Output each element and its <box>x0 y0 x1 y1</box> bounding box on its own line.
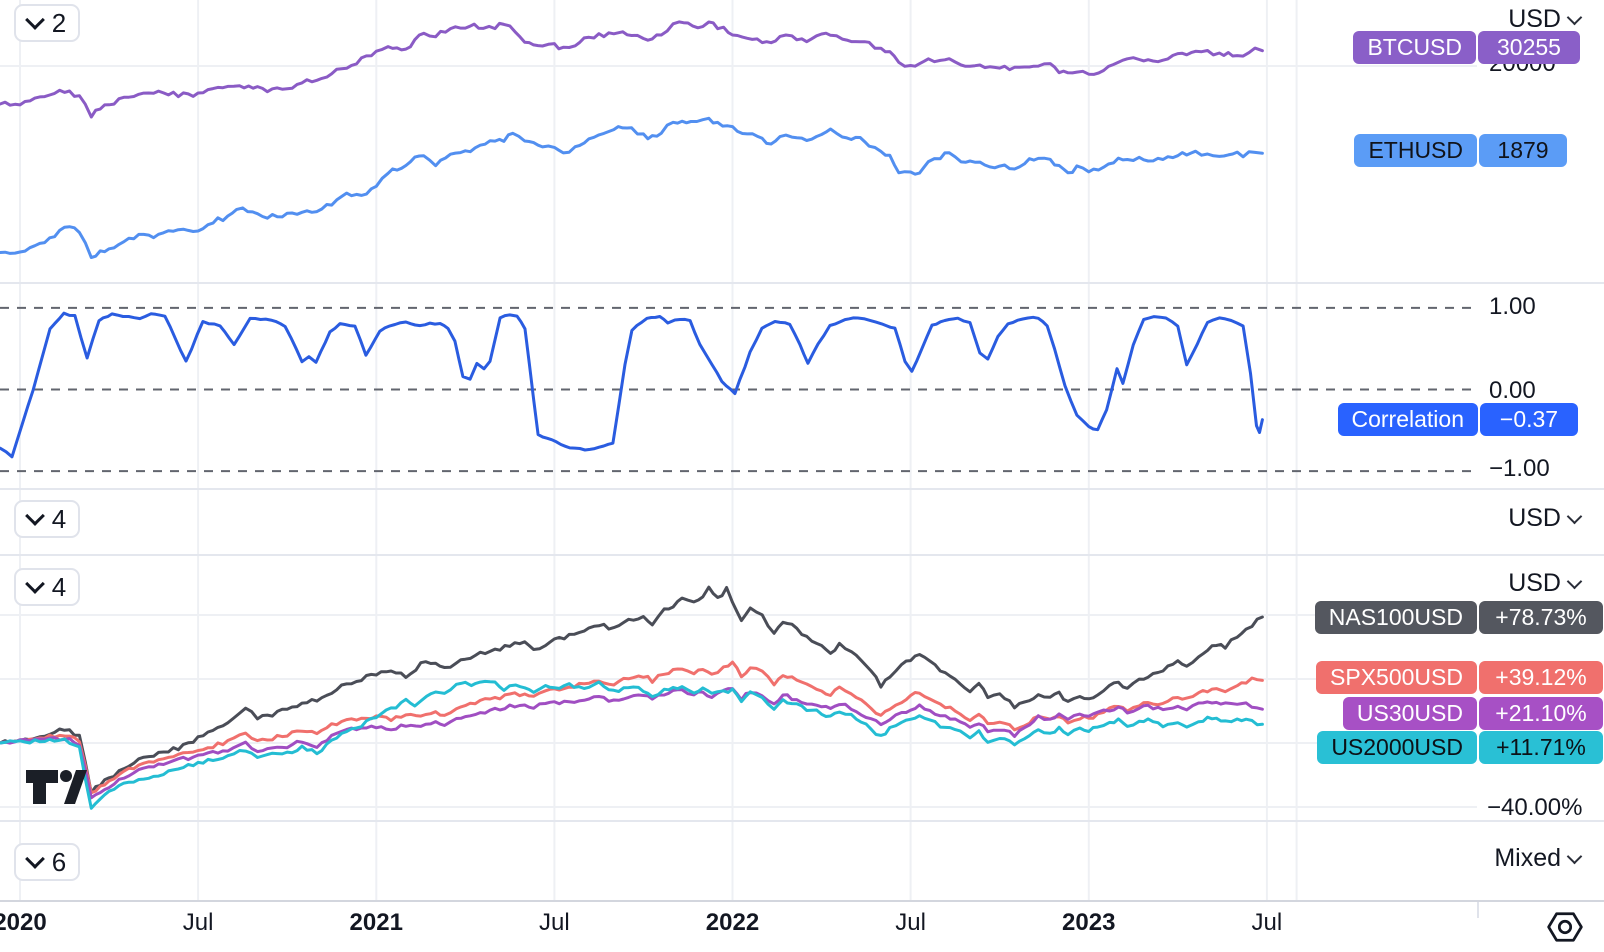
pane-separator[interactable] <box>0 488 1604 490</box>
indices-chart[interactable] <box>0 556 1477 820</box>
pane-collapse-count: 4 <box>51 571 67 602</box>
chevron-down-icon <box>24 849 45 869</box>
pane-collapsed-b: 6 Mixed <box>0 822 1604 900</box>
currency-dropdown-crypto[interactable]: USD <box>1508 5 1583 34</box>
pane-collapse-count: 2 <box>51 7 67 38</box>
symbol-badge-us30usd[interactable]: US30USD +21.10% <box>1342 697 1603 730</box>
collapsed-pane-grid <box>19 822 1298 900</box>
symbol-badge-spx500usd[interactable]: SPX500USD +39.12% <box>1316 661 1603 694</box>
pane-collapse-button-b[interactable]: 6 <box>14 843 80 881</box>
symbol-badge-ethusd[interactable]: ETHUSD 1879 <box>1354 134 1567 167</box>
crypto-price-chart[interactable] <box>0 0 1477 282</box>
symbol-badge-btcusd[interactable]: BTCUSD 30255 <box>1353 31 1580 64</box>
pane-correlation: 1.00 0.00 −1.00 Correlation −0.37 <box>0 284 1604 488</box>
symbol-badge-value: +21.10% <box>1479 697 1603 730</box>
indicator-badge-name[interactable]: Correlation <box>1337 403 1478 436</box>
time-tick-label: 2022 <box>705 909 760 936</box>
chevron-down-icon <box>1566 508 1583 524</box>
currency-dropdown-label: Mixed <box>1494 844 1561 872</box>
symbol-badge-us2000usd[interactable]: US2000USD +11.71% <box>1317 731 1603 764</box>
pane-crypto: 20000 2 USD BTCUSD 30255 ETHUSD 1879 <box>0 0 1604 282</box>
chevron-down-icon <box>1566 9 1583 25</box>
symbol-badge-name[interactable]: ETHUSD <box>1354 134 1477 167</box>
pane-separator[interactable] <box>0 820 1604 822</box>
time-tick-label: Jul <box>1251 909 1283 936</box>
scale-label-plus1: 1.00 <box>1489 293 1536 320</box>
collapsed-pane-grid <box>19 490 1298 554</box>
pane-collapsed-a: 4 USD <box>0 490 1604 554</box>
scale-label-zero: 0.00 <box>1489 377 1536 404</box>
settings-gear-icon[interactable] <box>1546 910 1584 944</box>
currency-dropdown-label: USD <box>1508 504 1561 532</box>
time-tick-label: Jul <box>539 909 570 936</box>
chevron-down-icon <box>1566 848 1583 864</box>
pane-collapse-count: 4 <box>51 503 67 534</box>
pane-collapse-button-indices[interactable]: 4 <box>14 568 80 606</box>
currency-dropdown-label: USD <box>1508 5 1561 33</box>
indicator-badge-correlation[interactable]: Correlation −0.37 <box>1337 403 1578 436</box>
symbol-badge-name[interactable]: US2000USD <box>1317 731 1477 764</box>
time-axis[interactable]: 2020 Jul 2021 Jul 2022 Jul 2023 Jul <box>0 900 1604 952</box>
time-tick-label: 2021 <box>349 909 403 936</box>
symbol-badge-value: 1879 <box>1479 134 1567 167</box>
symbol-badge-name[interactable]: NAS100USD <box>1314 601 1477 634</box>
time-tick-label: 2023 <box>1062 909 1116 936</box>
symbol-badge-nas100usd[interactable]: NAS100USD +78.73% <box>1314 601 1603 634</box>
pane-separator[interactable] <box>0 554 1604 556</box>
chevron-down-icon <box>24 506 45 526</box>
symbol-badge-name[interactable]: BTCUSD <box>1353 31 1476 64</box>
pane-separator[interactable] <box>0 282 1604 284</box>
chevron-down-icon <box>1566 573 1583 589</box>
currency-dropdown-b[interactable]: Mixed <box>1494 844 1583 873</box>
symbol-badge-value: +78.73% <box>1479 601 1603 634</box>
pane-collapse-count: 6 <box>51 846 67 877</box>
symbol-badge-value: +39.12% <box>1479 661 1603 694</box>
pane-collapse-button-a[interactable]: 4 <box>14 500 80 538</box>
correlation-chart[interactable] <box>0 284 1477 488</box>
symbol-badge-name[interactable]: US30USD <box>1342 697 1477 730</box>
scale-label-minus40pct: −40.00% <box>1487 794 1583 820</box>
symbol-badge-name[interactable]: SPX500USD <box>1316 661 1477 694</box>
axis-scale-divider <box>1477 902 1479 918</box>
chevron-down-icon <box>24 10 45 30</box>
tradingview-logo[interactable] <box>24 768 88 806</box>
symbol-badge-value: +11.71% <box>1479 731 1603 764</box>
indicator-badge-value: −0.37 <box>1480 403 1578 436</box>
time-tick-label: Jul <box>182 909 214 936</box>
pane-indices: 4 USD NAS100USD +78.73% SPX500USD +39.12… <box>0 556 1604 820</box>
chevron-down-icon <box>24 574 45 594</box>
currency-dropdown-a[interactable]: USD <box>1508 504 1583 533</box>
scale-label-minus1: −1.00 <box>1489 455 1550 482</box>
time-tick-label: 2020 <box>0 909 47 936</box>
time-tick-label: Jul <box>895 909 926 936</box>
pane-collapse-button-crypto[interactable]: 2 <box>14 4 80 42</box>
currency-dropdown-indices[interactable]: USD <box>1508 569 1583 598</box>
currency-dropdown-label: USD <box>1508 569 1561 597</box>
symbol-badge-value: 30255 <box>1478 31 1580 64</box>
